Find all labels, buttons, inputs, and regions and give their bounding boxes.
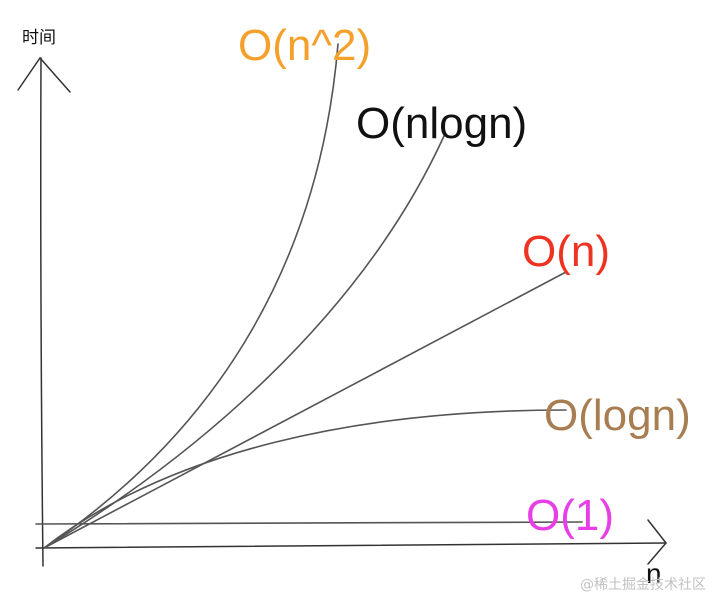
curve-o-logn bbox=[43, 409, 567, 549]
label-o-1: O(1) bbox=[526, 491, 614, 540]
y-axis-label: 时间 bbox=[22, 28, 56, 48]
x-axis bbox=[35, 542, 667, 549]
x-axis-label: n bbox=[646, 558, 662, 589]
label-o-n: O(n) bbox=[522, 227, 610, 276]
label-o-logn: O(logn) bbox=[544, 391, 691, 440]
label-o-nlogn: O(nlogn) bbox=[356, 99, 528, 148]
curve-o-1 bbox=[35, 521, 583, 525]
curve-o-nlogn bbox=[43, 135, 445, 549]
y-axis-arrowhead bbox=[17, 56, 71, 93]
curve-o-n bbox=[43, 271, 567, 549]
y-axis bbox=[40, 57, 44, 567]
label-o-n2: O(n^2) bbox=[238, 21, 372, 70]
x-axis-arrowhead bbox=[647, 519, 667, 565]
watermark: @稀土掘金技术社区 bbox=[580, 577, 706, 593]
curve-o-n2 bbox=[43, 43, 339, 549]
